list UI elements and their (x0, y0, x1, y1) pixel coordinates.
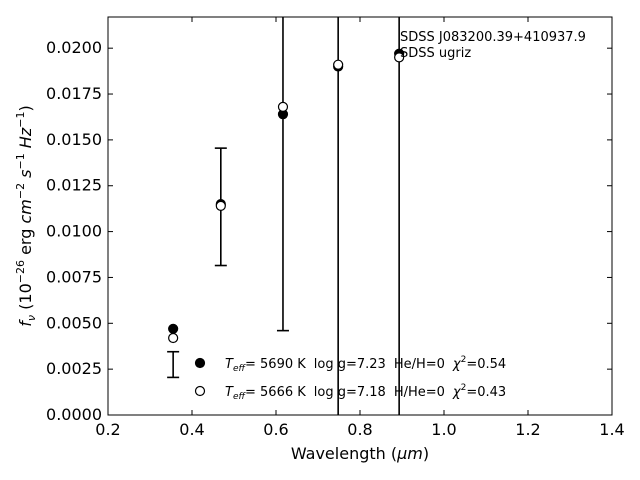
data-point-filled (168, 323, 179, 334)
legend-marker-open (194, 385, 206, 397)
y-tick-label: 0.0000 (46, 405, 102, 424)
y-tick-label: 0.0150 (46, 130, 102, 149)
x-tick-label: 0.2 (95, 420, 120, 439)
x-axis: 0.2 0.4 0.6 0.8 1.0 1.2 1.4 (95, 17, 625, 439)
x-tick-label: 0.4 (179, 420, 204, 439)
y-tick-label: 0.0125 (46, 176, 102, 195)
x-tick-label: 0.8 (347, 420, 372, 439)
data-point-open (277, 101, 289, 112)
x-tick-label: 1.4 (599, 420, 624, 439)
legend-marker-filled (194, 357, 206, 369)
y-tick-label: 0.0175 (46, 84, 102, 103)
y-tick-label: 0.0025 (46, 359, 102, 378)
plot-area (107, 16, 613, 416)
annotation-object-name: SDSS J083200.39+410937.9 (400, 30, 586, 45)
y-tick-label: 0.0200 (46, 38, 102, 57)
y-axis-label: fν (10−26 erg cm−2 s−1 Hz−1) (14, 105, 38, 326)
x-tick-label: 1.0 (431, 420, 456, 439)
y-tick-label: 0.0100 (46, 222, 102, 241)
x-tick-label: 1.2 (515, 420, 540, 439)
annotation-photometry: SDSS ugriz (400, 46, 471, 61)
data-point-open (168, 332, 179, 344)
data-point-open (394, 52, 405, 63)
data-markers (168, 48, 405, 344)
data-point-open (333, 59, 344, 70)
plot-frame (107, 16, 613, 416)
x-axis-label: Wavelength (μm) (291, 444, 429, 463)
data-point-open (215, 200, 226, 212)
error-bars (167, 17, 400, 415)
x-tick-label: 0.6 (263, 420, 288, 439)
y-tick-label: 0.0050 (46, 313, 102, 332)
y-axis: 0.0000 0.0025 0.0050 0.0075 0.0100 0.0125 0.01… (46, 38, 612, 424)
y-tick-label: 0.0075 (46, 267, 102, 286)
